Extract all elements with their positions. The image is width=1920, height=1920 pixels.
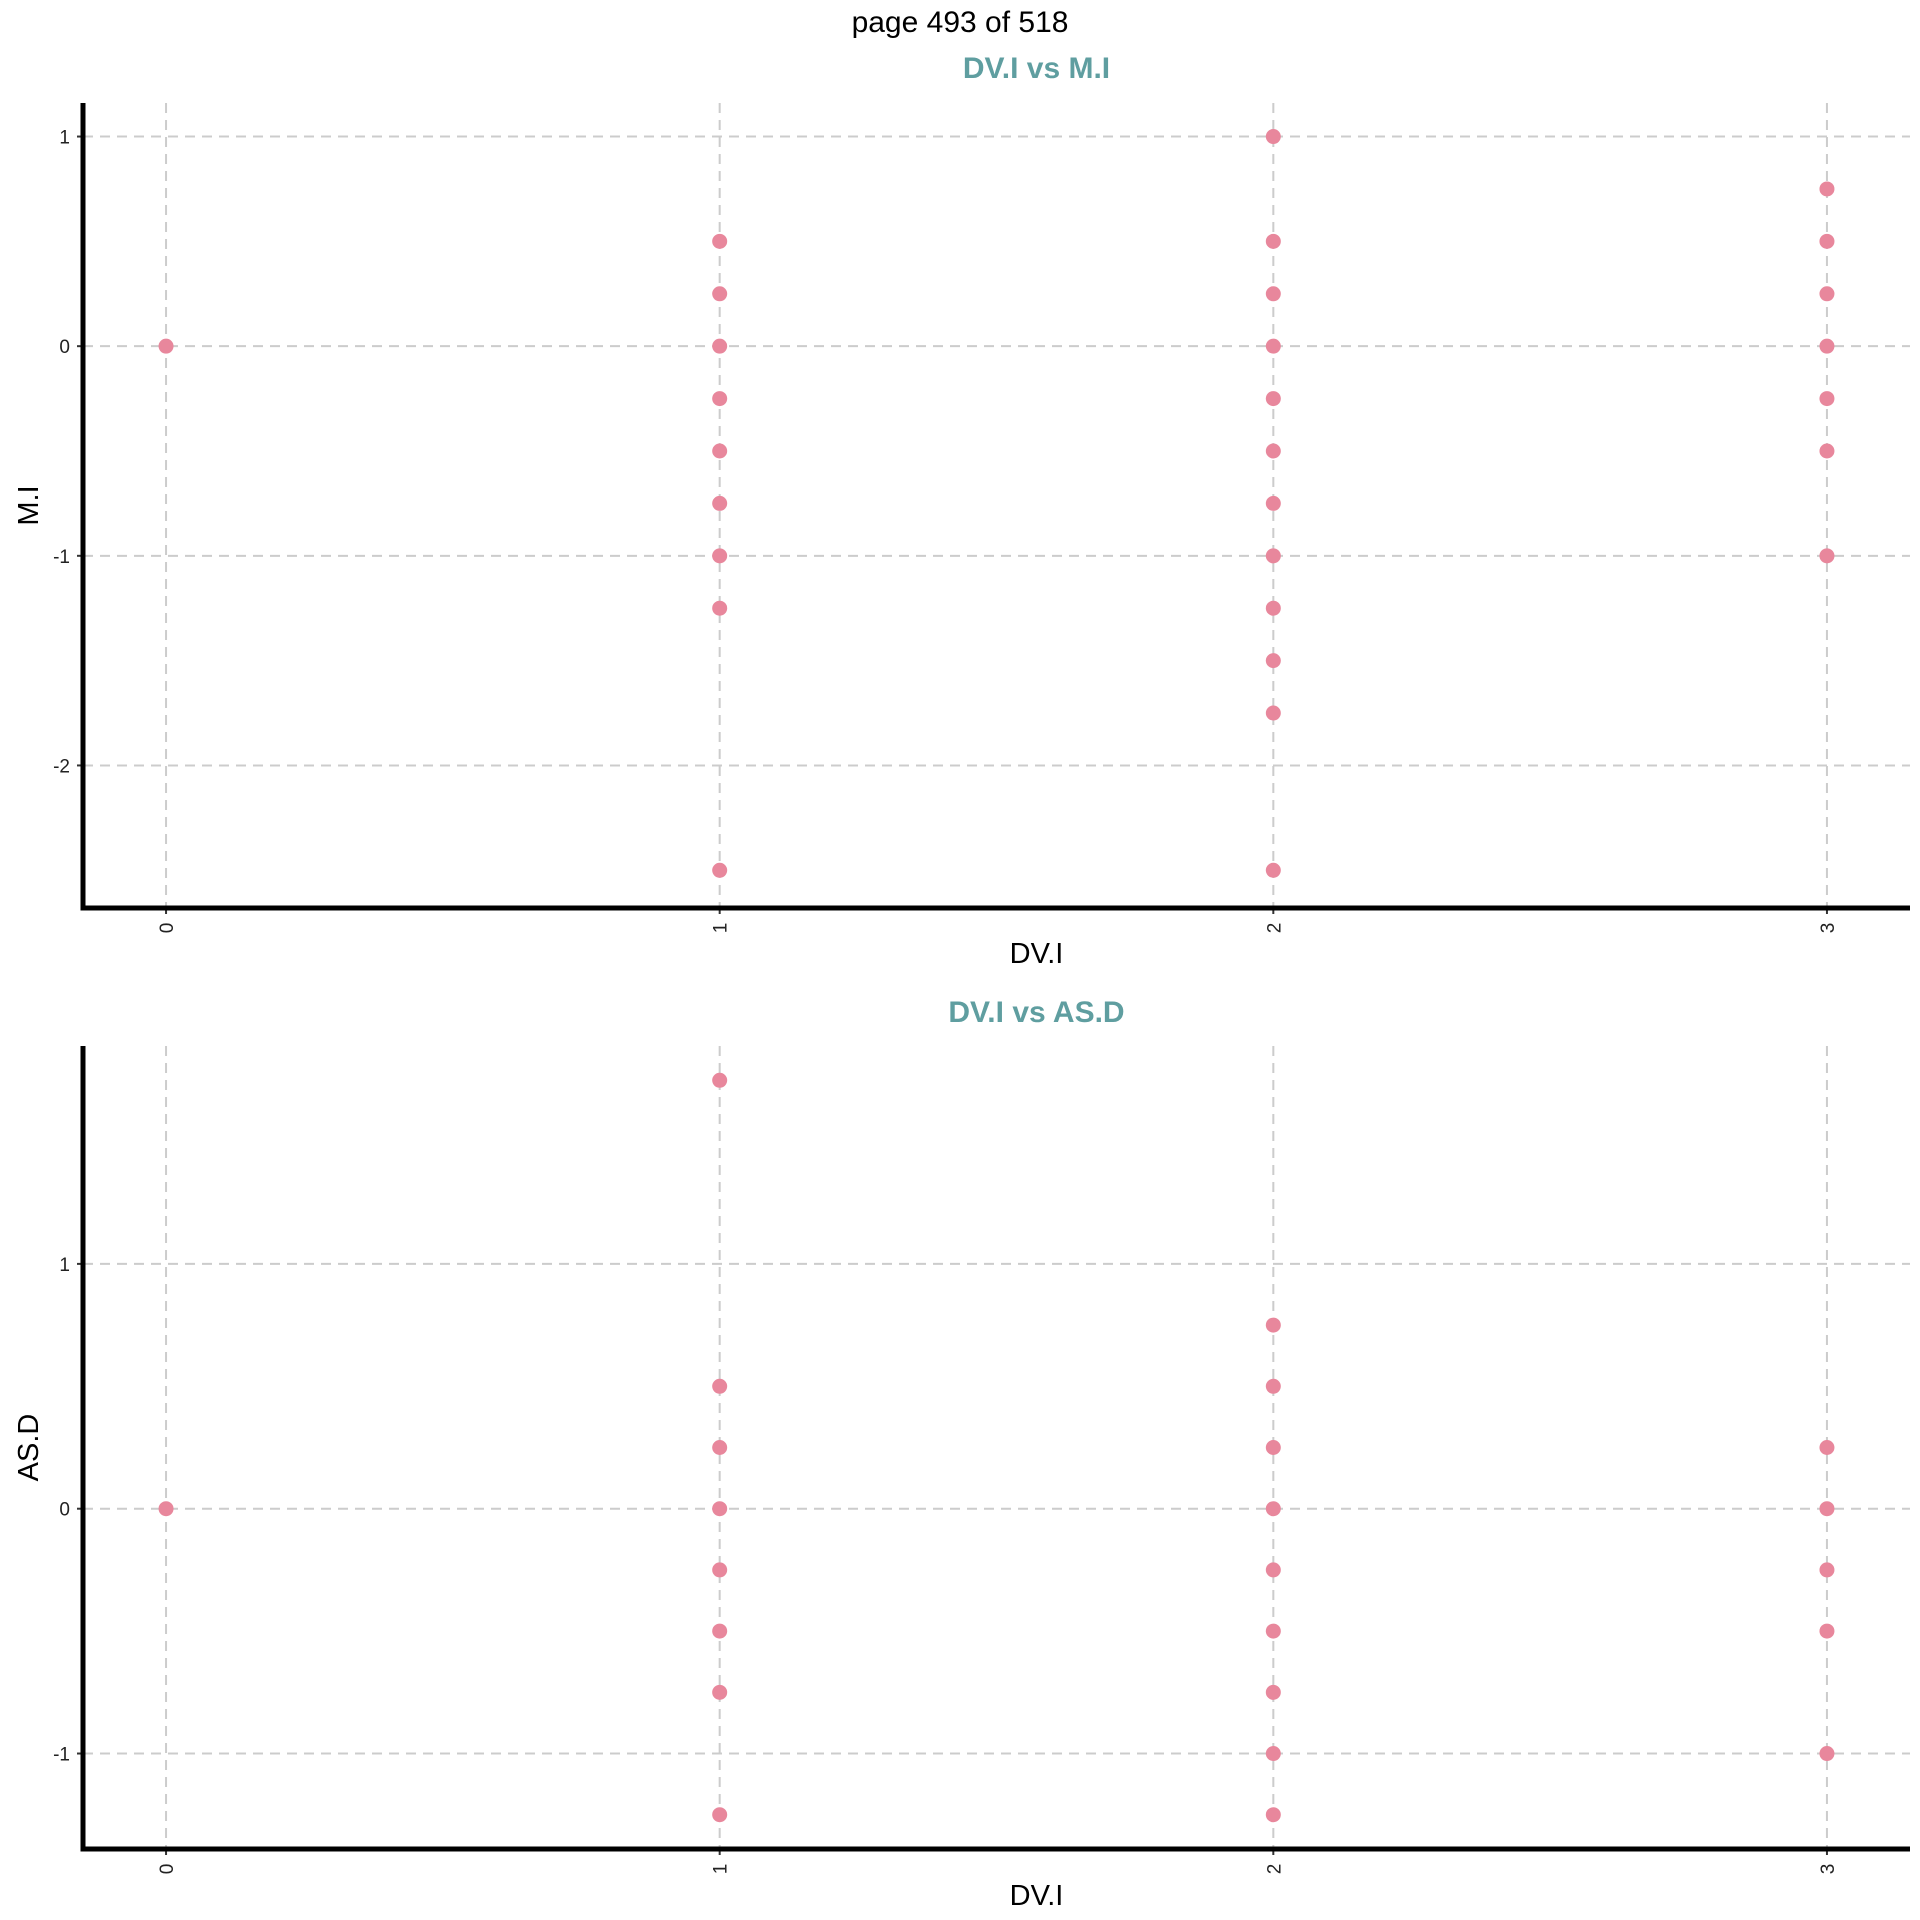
data-point xyxy=(712,495,728,511)
y-tick-label: 1 xyxy=(59,128,70,149)
data-point xyxy=(712,1501,728,1517)
x-tick-label: 0 xyxy=(157,1864,178,1875)
data-point xyxy=(1265,1807,1281,1823)
panel-title: DV.I vs M.I xyxy=(963,52,1110,85)
data-point xyxy=(712,600,728,616)
data-point xyxy=(712,391,728,407)
x-tick-label: 0 xyxy=(157,923,178,934)
data-point xyxy=(1265,1317,1281,1333)
data-point xyxy=(1265,391,1281,407)
data-point xyxy=(712,1440,728,1455)
page-label: page 493 of 518 xyxy=(852,6,1069,39)
data-point xyxy=(1819,233,1835,249)
y-tick-label: 1 xyxy=(59,1255,70,1276)
data-point xyxy=(1265,705,1281,721)
data-point xyxy=(1265,495,1281,511)
data-point xyxy=(1265,1378,1281,1394)
data-point xyxy=(1265,129,1281,145)
data-point xyxy=(1265,1501,1281,1517)
x-tick-label: 1 xyxy=(711,1864,732,1875)
data-point xyxy=(1819,443,1835,459)
data-point xyxy=(1265,443,1281,459)
data-point xyxy=(1819,391,1835,407)
y-tick-label: -2 xyxy=(53,756,70,777)
data-point xyxy=(1265,1440,1281,1455)
data-point xyxy=(1819,181,1835,197)
data-point xyxy=(1819,1562,1835,1578)
data-point xyxy=(1265,233,1281,249)
panel-title: DV.I vs AS.D xyxy=(948,996,1124,1029)
data-point xyxy=(1819,1501,1835,1517)
y-axis-title: M.I xyxy=(13,485,45,525)
data-point xyxy=(1819,1440,1835,1455)
data-point xyxy=(1265,600,1281,616)
data-point xyxy=(712,548,728,564)
data-point xyxy=(712,1684,728,1700)
data-point xyxy=(1265,338,1281,354)
data-point xyxy=(712,1562,728,1578)
data-point xyxy=(1265,1562,1281,1578)
data-point xyxy=(1819,338,1835,354)
y-tick-label: 0 xyxy=(59,1500,70,1521)
y-tick-label: 0 xyxy=(59,337,70,358)
x-tick-label: 3 xyxy=(1818,923,1839,934)
data-point xyxy=(1265,1623,1281,1639)
data-point xyxy=(712,338,728,354)
data-point xyxy=(712,233,728,249)
x-tick-label: 2 xyxy=(1264,923,1285,934)
x-axis-title: DV.I xyxy=(1010,1880,1064,1912)
data-point xyxy=(712,1378,728,1394)
data-point xyxy=(1265,1746,1281,1762)
data-point xyxy=(1265,286,1281,302)
data-point xyxy=(1819,1623,1835,1639)
x-tick-label: 3 xyxy=(1818,1864,1839,1875)
y-tick-label: -1 xyxy=(53,1745,70,1766)
data-point xyxy=(712,1807,728,1823)
data-point xyxy=(1819,1746,1835,1762)
data-point xyxy=(712,862,728,878)
data-point xyxy=(1265,1684,1281,1700)
data-point xyxy=(712,286,728,302)
x-tick-label: 1 xyxy=(711,923,732,934)
data-point xyxy=(1819,286,1835,302)
data-point xyxy=(1265,653,1281,669)
data-point xyxy=(1265,862,1281,878)
data-point xyxy=(712,1623,728,1639)
data-point xyxy=(158,1501,174,1517)
data-point xyxy=(158,338,174,354)
data-point xyxy=(1265,548,1281,564)
data-point xyxy=(712,443,728,459)
data-point xyxy=(1819,548,1835,564)
x-tick-label: 2 xyxy=(1264,1864,1285,1875)
scatter-panel-1: DV.I vs M.I -2 -1 0 1 0 1 2 3 DV.I M.I xyxy=(13,52,1910,970)
data-point xyxy=(712,1072,728,1088)
scatter-panel-2: DV.I vs AS.D -1 0 1 0 1 2 3 DV.I AS.D xyxy=(13,996,1910,1912)
x-axis-title: DV.I xyxy=(1010,938,1064,970)
y-tick-label: -1 xyxy=(53,547,70,568)
y-axis-title: AS.D xyxy=(13,1414,45,1482)
